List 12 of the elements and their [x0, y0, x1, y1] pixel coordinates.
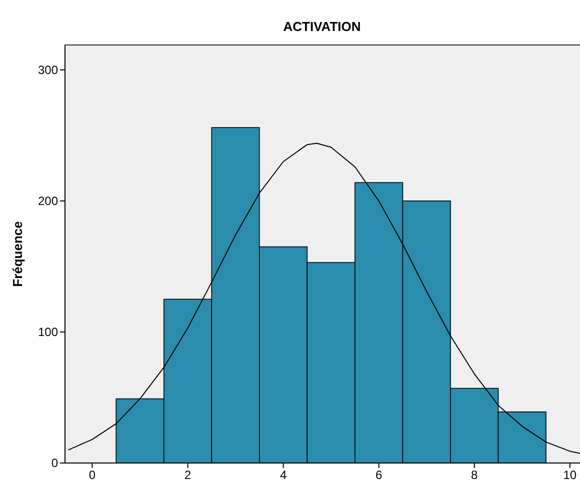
y-axis-title: Fréquence [10, 221, 25, 287]
chart-title: ACTIVATION [283, 19, 361, 34]
x-tick-label: 6 [375, 468, 382, 482]
x-tick-label: 8 [471, 468, 478, 482]
x-tick-label: 0 [88, 468, 96, 482]
y-tick-label: 200 [38, 194, 58, 208]
y-tick-label: 300 [38, 63, 58, 78]
x-tick-label: 10 [563, 468, 577, 482]
x-tick-label: 4 [280, 468, 287, 482]
x-tick-label: 2 [184, 468, 192, 482]
y-tick-label: 100 [38, 325, 58, 340]
y-tick-label: 0 [51, 456, 58, 470]
